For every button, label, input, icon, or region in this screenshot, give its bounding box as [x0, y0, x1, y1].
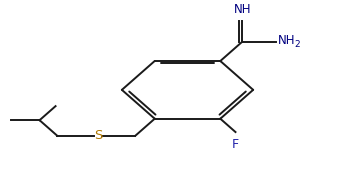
Text: S: S: [94, 129, 102, 142]
Text: F: F: [232, 138, 239, 151]
Text: 2: 2: [295, 40, 300, 49]
Text: NH: NH: [234, 3, 251, 16]
Text: NH: NH: [277, 34, 295, 47]
